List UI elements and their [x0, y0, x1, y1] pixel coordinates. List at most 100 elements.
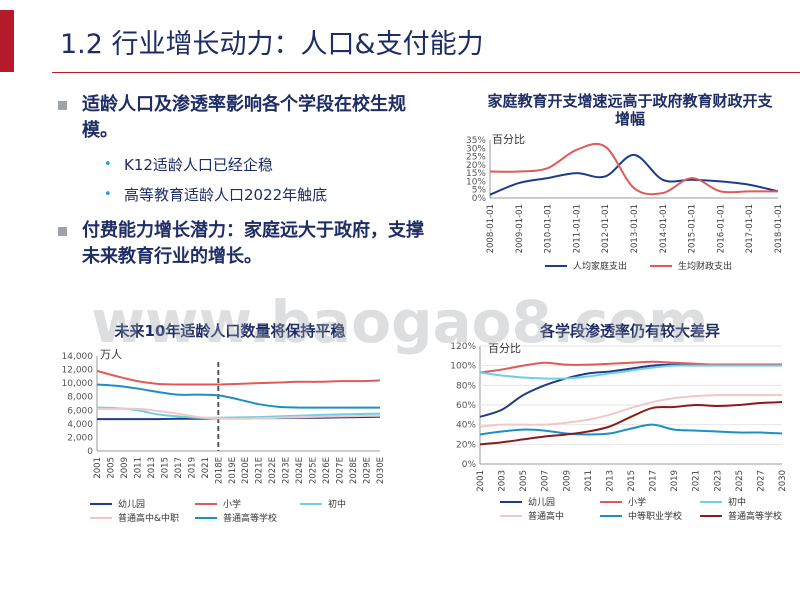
legend-label: 小学 — [628, 496, 646, 508]
bullet-sub-1: • K12适龄人口已经企稳 — [52, 154, 432, 176]
x-tick-label: 2013-01-01 — [630, 204, 640, 253]
y-tick-label: 30% — [466, 144, 486, 154]
series-line — [479, 423, 783, 436]
x-tick-label: 2027 — [756, 470, 766, 492]
y-tick-label: 4,000 — [67, 420, 93, 430]
legend-label: 初中 — [328, 498, 346, 510]
x-tick-label: 2008-01-01 — [486, 204, 496, 253]
x-tick-label: 2018E — [214, 457, 224, 484]
legend-label: 小学 — [223, 498, 241, 510]
title-accent-bar — [0, 10, 14, 72]
series-line — [96, 369, 381, 386]
legend-label: 普通高中&中职 — [118, 512, 179, 524]
x-tick-label: 2011 — [133, 457, 143, 479]
x-tick-label: 2019 — [187, 457, 197, 479]
chart-penetration: 各学段渗透率仍有较大差异 0% 20% 40% 60% 80% 100% 120% 百分比 200… — [450, 322, 788, 522]
x-tick-label: 2005 — [519, 470, 529, 492]
x-tick-label: 2007 — [541, 470, 551, 492]
legend-label: 人均家庭支出 — [573, 260, 627, 272]
watermark-text: www.baogao8.com — [91, 290, 708, 356]
bullet-main-1: 适龄人口及渗透率影响各个学段在校生规模。 — [52, 92, 432, 144]
chart-title: 未来10年适龄人口数量将保持平稳 — [114, 322, 346, 340]
y-tick-label: 40% — [456, 421, 476, 431]
y-tick-label: 6,000 — [67, 406, 93, 416]
y-tick-label: 120% — [450, 342, 476, 352]
x-tick-label: 2017 — [174, 457, 184, 479]
x-tick-label: 2009-01-01 — [515, 204, 525, 253]
x-tick-label: 2001 — [93, 457, 103, 479]
x-tick-label: 2023 — [713, 470, 723, 492]
bullet-text: K12适龄人口已经企稳 — [124, 156, 273, 174]
legend-label: 普通高等学校 — [223, 512, 277, 524]
y-tick-label: 0 — [87, 447, 93, 457]
legend-label: 中等职业学校 — [628, 510, 682, 522]
x-tick-label: 2014-01-01 — [659, 204, 669, 253]
x-tick-label: 2021 — [692, 470, 702, 492]
bullet-text: 适龄人口及渗透率影响各个学段在校生规模。 — [82, 94, 406, 141]
series-line — [97, 407, 381, 420]
y-tick-label: 14,000 — [62, 352, 94, 362]
x-tick-label: 2009 — [120, 457, 130, 479]
x-tick-label: 2028E — [349, 457, 359, 484]
y-tick-label: 15% — [466, 169, 486, 179]
legend-label: 幼儿园 — [118, 498, 145, 510]
bullet-sub-2: • 高等教育适龄人口2022年触底 — [52, 184, 432, 206]
unit-label: 百分比 — [488, 342, 521, 355]
y-tick-label: 35% — [466, 136, 486, 146]
series-line — [96, 383, 380, 409]
page-title: 1.2 行业增长动力：人口&支付能力 — [60, 29, 484, 60]
x-tick-label: 2029E — [363, 457, 373, 484]
square-bullet-icon — [58, 227, 67, 236]
legend-label: 普通高中 — [528, 510, 564, 522]
x-tick-label: 2003 — [498, 470, 508, 492]
x-tick-label: 2026E — [322, 457, 332, 484]
x-tick-label: 2018-01-01 — [774, 204, 784, 253]
x-tick-label: 2025 — [735, 470, 745, 492]
x-tick-label: 2010-01-01 — [544, 204, 554, 253]
x-tick-label: 2023E — [282, 457, 292, 484]
x-tick-label: 2017-01-01 — [745, 204, 755, 253]
x-tick-label: 2013 — [605, 470, 615, 492]
series-line — [489, 142, 778, 196]
x-tick-label: 2012-01-01 — [601, 204, 611, 253]
square-bullet-icon — [58, 101, 67, 110]
x-tick-label: 2011 — [584, 470, 594, 492]
x-tick-label: 2021 — [201, 457, 211, 479]
x-tick-label: 2011-01-01 — [572, 204, 582, 253]
x-tick-label: 2015 — [160, 457, 170, 479]
series-line — [96, 406, 381, 419]
x-tick-label: 2025E — [309, 457, 319, 484]
chart-title: 各学段渗透率仍有较大差异 — [539, 322, 720, 340]
dot-bullet-icon: • — [104, 187, 112, 202]
chart-population: 未来10年适龄人口数量将保持平稳 0 2,000 4,000 6,000 8,000 10,… — [62, 322, 387, 524]
y-tick-label: 0% — [462, 460, 477, 470]
y-tick-label: 10% — [466, 177, 486, 187]
unit-label: 万人 — [100, 348, 122, 361]
series-line — [479, 401, 783, 446]
x-tick-label: 2019E — [228, 457, 238, 484]
series-line — [479, 364, 782, 380]
y-tick-label: 12,000 — [62, 366, 94, 376]
y-tick-label: 80% — [456, 381, 476, 391]
y-tick-label: 20% — [456, 440, 476, 450]
y-tick-label: 2,000 — [67, 433, 93, 443]
y-tick-label: 10,000 — [62, 379, 94, 389]
watermark: www.baogao8.com — [91, 290, 708, 356]
bullet-text: 付费能力增长潜力：家庭远大于政府，支撑未来教育行业的增长。 — [82, 220, 424, 267]
unit-label: 百分比 — [492, 133, 525, 146]
bullet-list: 适龄人口及渗透率影响各个学段在校生规模。 • K12适龄人口已经企稳 • 高等教育适… — [52, 92, 432, 270]
dot-bullet-icon: • — [104, 157, 112, 172]
legend-label: 生均财政支出 — [678, 260, 732, 272]
y-tick-label: 8,000 — [67, 393, 93, 403]
legend-label: 普通高等学校 — [728, 510, 782, 522]
x-tick-label: 2015-01-01 — [688, 204, 698, 253]
title-bar: 1.2 行业增长动力：人口&支付能力 — [0, 0, 800, 86]
y-tick-label: 60% — [456, 401, 476, 411]
x-tick-label: 2005 — [106, 457, 116, 479]
x-tick-label: 2021E — [255, 457, 265, 484]
x-tick-label: 2030 — [778, 470, 788, 492]
chart-title: 家庭教育开支增速远高于政府教育财政开支 — [487, 92, 773, 110]
x-tick-label: 2009 — [562, 470, 572, 492]
x-tick-label: 2001 — [476, 470, 486, 492]
y-tick-label: 0% — [472, 194, 487, 204]
